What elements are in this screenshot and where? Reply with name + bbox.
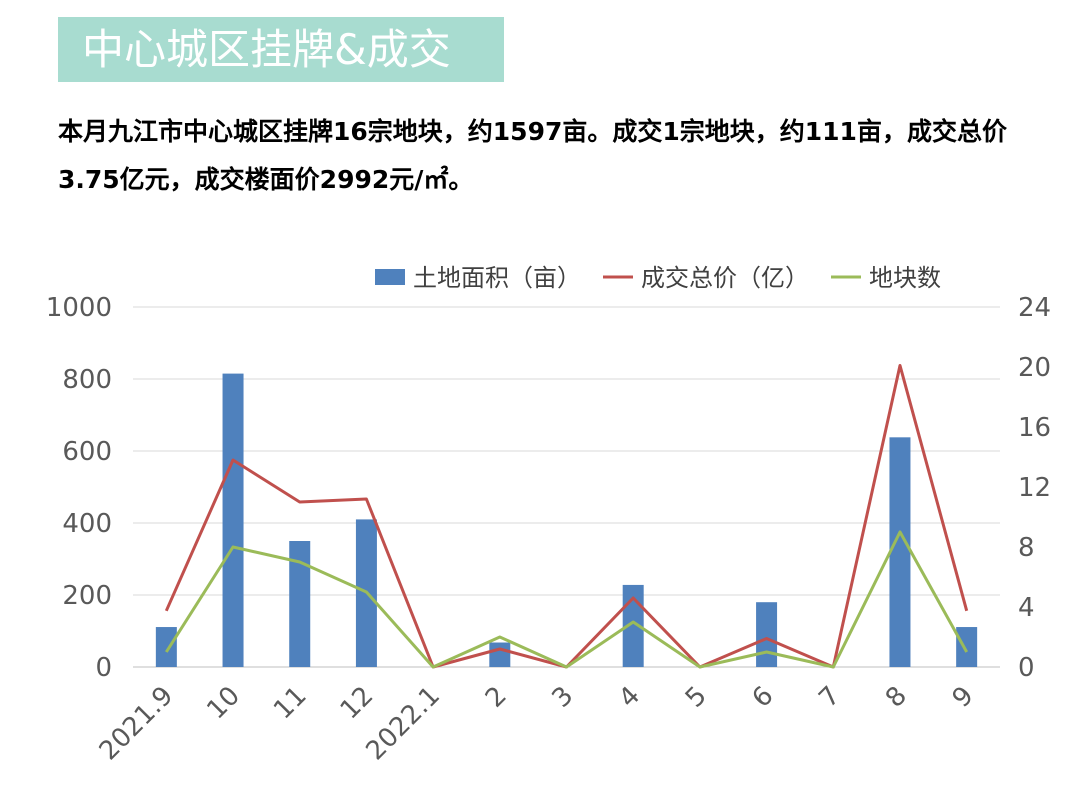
legend-swatch xyxy=(375,269,405,285)
x-axis-tick-label: 2021.9 xyxy=(94,681,180,767)
bar xyxy=(956,627,978,667)
x-axis-tick-label: 6 xyxy=(747,681,780,714)
x-axis-tick-label: 3 xyxy=(547,681,580,714)
right-axis-tick-label: 4 xyxy=(1018,593,1035,623)
legend-label: 地块数 xyxy=(869,264,941,292)
bar xyxy=(222,373,244,667)
left-axis-tick-label: 600 xyxy=(62,437,112,467)
bar xyxy=(489,642,511,667)
right-axis-tick-label: 24 xyxy=(1018,293,1051,323)
page-title: 中心城区挂牌&成交 xyxy=(58,17,504,82)
gridlines xyxy=(133,306,1000,668)
bar xyxy=(289,541,311,667)
left-axis-tick-label: 400 xyxy=(62,509,112,539)
right-axis-tick-label: 12 xyxy=(1018,473,1051,503)
summary-text: 本月九江市中心城区挂牌16宗地块，约1597亩。成交1宗地块，约111亩，成交总… xyxy=(58,117,1007,194)
x-axis-tick-label: 12 xyxy=(335,681,380,726)
x-axis-tick-label: 2022.1 xyxy=(361,681,447,767)
bar xyxy=(889,437,911,667)
right-axis-tick-label: 20 xyxy=(1018,353,1051,383)
left-axis-tick-label: 0 xyxy=(95,653,112,683)
legend: 土地面积（亩） 成交总价（亿） 地块数 xyxy=(375,264,941,292)
right-axis-tick-label: 0 xyxy=(1018,653,1035,683)
left-axis-tick-label: 800 xyxy=(62,365,112,395)
right-axis-tick-label: 16 xyxy=(1018,413,1051,443)
legend-label: 土地面积（亩） xyxy=(413,264,581,292)
x-axis-tick-label: 2 xyxy=(480,681,513,714)
x-axis-tick-label: 10 xyxy=(201,681,246,726)
series-line xyxy=(165,530,969,669)
legend-label: 成交总价（亿） xyxy=(641,264,809,292)
x-axis-tick-label: 8 xyxy=(880,681,913,714)
x-axis-tick-label: 4 xyxy=(613,681,646,714)
x-axis-tick-label: 7 xyxy=(813,681,846,714)
bar xyxy=(756,602,778,667)
x-axis-tick-label: 9 xyxy=(947,681,980,714)
x-axis-tick-label: 11 xyxy=(268,681,313,726)
x-axis-tick-label: 5 xyxy=(680,681,713,714)
left-axis-tick-label: 1000 xyxy=(46,293,112,323)
bar xyxy=(155,627,177,667)
right-axis-tick-label: 8 xyxy=(1018,533,1035,563)
line-series xyxy=(164,364,969,669)
left-axis-tick-label: 200 xyxy=(62,581,112,611)
series-line xyxy=(164,364,969,669)
